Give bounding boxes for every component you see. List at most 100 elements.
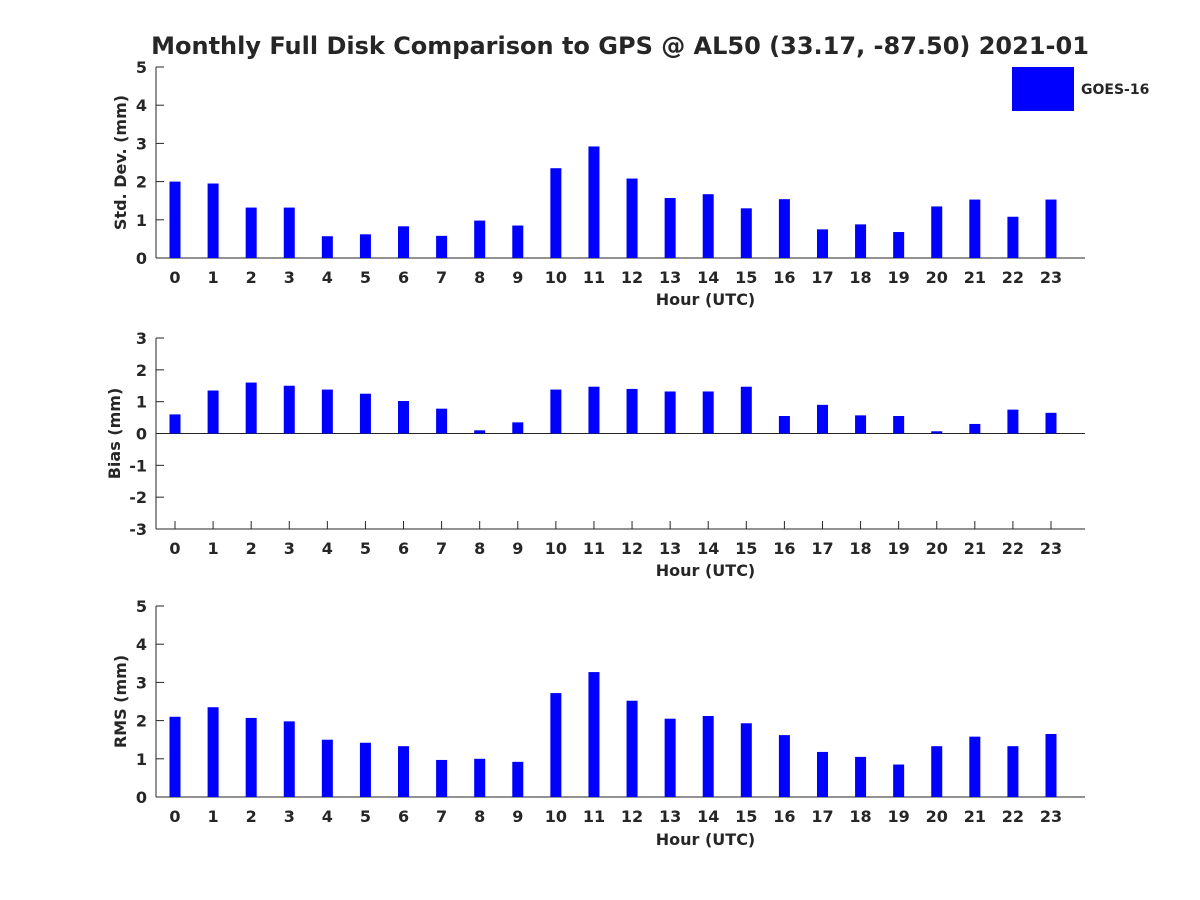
x-tick-label: 15	[735, 807, 757, 826]
bar	[893, 415, 905, 434]
x-tick-label: 17	[811, 807, 833, 826]
x-tick-label: 21	[964, 807, 986, 826]
bar	[893, 764, 905, 797]
bar	[359, 234, 371, 258]
bar	[588, 672, 600, 797]
y-tick-label: 0	[136, 788, 147, 807]
x-tick-label: 13	[659, 268, 681, 287]
x-tick-label: 19	[888, 807, 910, 826]
x-tick-label: 16	[773, 807, 795, 826]
bar	[1007, 216, 1019, 258]
bar	[359, 742, 371, 797]
x-tick-label: 18	[849, 539, 871, 558]
y-tick-label: 2	[136, 361, 147, 380]
x-tick-label: 5	[360, 807, 371, 826]
x-tick-label: 18	[849, 268, 871, 287]
bar	[740, 208, 752, 258]
bar	[740, 386, 752, 434]
bar	[207, 183, 219, 258]
legend: GOES-16	[1012, 67, 1149, 111]
bar	[550, 693, 562, 797]
bar	[398, 401, 410, 434]
x-tick-label: 22	[1002, 807, 1024, 826]
x-tick-label: 1	[208, 539, 219, 558]
x-tick-label: 8	[474, 539, 485, 558]
x-tick-label: 2	[246, 807, 257, 826]
bar	[474, 758, 486, 797]
bar	[626, 178, 638, 258]
y-tick-label: 5	[136, 58, 147, 77]
x-tick-label: 9	[512, 807, 523, 826]
bar	[283, 207, 295, 258]
x-tick-label: 7	[436, 539, 447, 558]
bar	[931, 431, 943, 434]
y-tick-label: 4	[136, 96, 147, 115]
x-tick-label: 19	[888, 539, 910, 558]
x-tick-label: 22	[1002, 268, 1024, 287]
bar	[245, 207, 257, 258]
bar	[778, 415, 790, 434]
bar	[474, 220, 486, 258]
y-tick-label: -2	[129, 488, 147, 507]
bar	[359, 393, 371, 434]
bar	[588, 386, 600, 434]
x-axis-label: Hour (UTC)	[656, 830, 756, 849]
x-tick-label: 20	[926, 807, 948, 826]
bar	[245, 382, 257, 434]
bar	[969, 199, 981, 258]
y-tick-label: 1	[136, 211, 147, 230]
x-tick-label: 0	[169, 807, 180, 826]
y-tick-label: -3	[129, 520, 147, 539]
y-axis-label: RMS (mm)	[111, 655, 130, 748]
x-tick-label: 0	[169, 539, 180, 558]
chart-title: Monthly Full Disk Comparison to GPS @ AL…	[151, 32, 1089, 60]
x-axis-label: Hour (UTC)	[656, 290, 756, 309]
x-tick-label: 10	[545, 268, 567, 287]
x-tick-label: 11	[583, 807, 605, 826]
bar	[321, 236, 333, 258]
bar	[969, 736, 981, 797]
y-tick-label: 1	[136, 393, 147, 412]
x-tick-label: 7	[436, 807, 447, 826]
bar	[436, 759, 448, 797]
bar	[588, 146, 600, 258]
x-tick-label: 4	[322, 539, 333, 558]
bar	[512, 225, 524, 258]
bar	[550, 389, 562, 434]
y-tick-label: 0	[136, 249, 147, 268]
bar	[893, 232, 905, 258]
bar	[931, 746, 943, 797]
bar	[816, 751, 828, 797]
x-tick-label: 2	[246, 268, 257, 287]
x-tick-label: 19	[888, 268, 910, 287]
bar	[169, 716, 181, 797]
x-tick-label: 23	[1040, 539, 1062, 558]
bar	[626, 700, 638, 797]
x-tick-label: 12	[621, 268, 643, 287]
x-tick-label: 23	[1040, 268, 1062, 287]
x-tick-label: 16	[773, 268, 795, 287]
x-tick-label: 20	[926, 268, 948, 287]
bar	[664, 391, 676, 434]
x-tick-label: 12	[621, 807, 643, 826]
x-tick-label: 6	[398, 539, 409, 558]
y-tick-label: 3	[136, 134, 147, 153]
bar	[512, 422, 524, 434]
bar	[1045, 199, 1057, 258]
y-tick-label: 2	[136, 173, 147, 192]
bar	[855, 415, 867, 434]
y-tick-label: 1	[136, 750, 147, 769]
x-tick-label: 3	[284, 807, 295, 826]
bar	[702, 716, 714, 797]
x-tick-label: 9	[512, 268, 523, 287]
bar	[855, 224, 867, 258]
y-tick-label: 4	[136, 635, 147, 654]
bar	[1007, 746, 1019, 797]
legend-label: GOES-16	[1081, 82, 1149, 98]
bar	[169, 181, 181, 258]
bar	[550, 168, 562, 258]
